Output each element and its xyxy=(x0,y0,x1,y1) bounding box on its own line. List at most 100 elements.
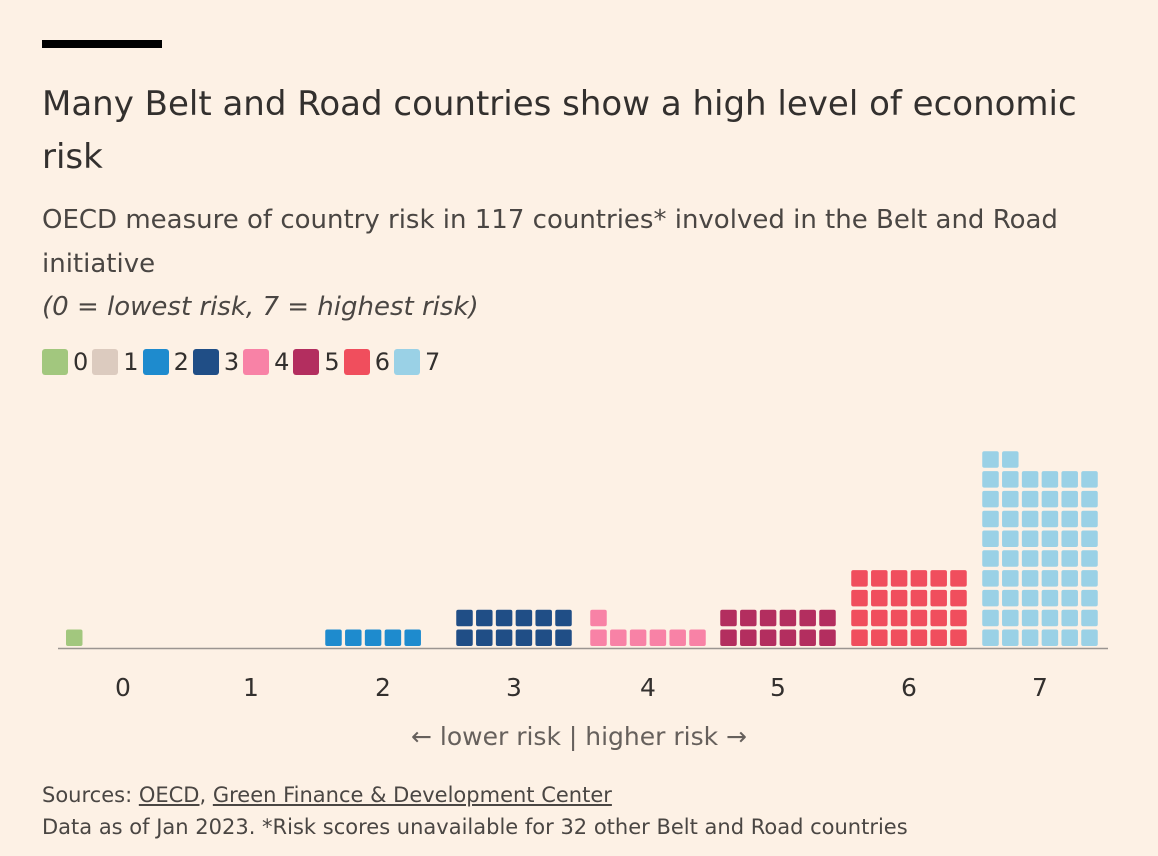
waffle-cell xyxy=(629,629,647,646)
legend-item-0: 0 xyxy=(42,348,88,376)
source-link-gfdc[interactable]: Green Finance & Development Center xyxy=(212,783,612,807)
axis-caption: ← lower risk | higher risk → xyxy=(411,722,747,751)
legend-label: 0 xyxy=(73,348,89,376)
waffle-cell xyxy=(1061,471,1078,488)
waffle-cell xyxy=(66,629,83,646)
waffle-cell xyxy=(950,570,967,587)
waffle-cell xyxy=(1061,490,1078,508)
waffle-cell xyxy=(515,629,533,646)
waffle-cell xyxy=(871,570,888,587)
waffle-cell xyxy=(1021,490,1039,508)
legend-swatch xyxy=(343,349,370,375)
waffle-cell xyxy=(910,570,928,587)
waffle-cell xyxy=(851,629,868,646)
chart-legend: 0 1 2 3 4 5 6 7 xyxy=(42,345,444,379)
waffle-cell xyxy=(476,609,493,627)
waffle-cell xyxy=(982,570,999,587)
waffle-cell xyxy=(799,609,816,627)
waffle-cell xyxy=(1002,570,1019,587)
waffle-cell xyxy=(871,609,888,627)
waffle-cell xyxy=(1021,570,1039,587)
legend-label: 6 xyxy=(374,348,390,376)
waffle-cell xyxy=(779,609,797,627)
waffle-cell xyxy=(851,570,868,587)
waffle-cell xyxy=(1081,629,1098,646)
waffle-cell xyxy=(1061,609,1078,627)
waffle-group-4 xyxy=(590,609,706,646)
waffle-cell xyxy=(1041,490,1059,508)
waffle-cell xyxy=(1021,629,1039,646)
waffle-cell xyxy=(476,629,493,646)
waffle-group-0 xyxy=(66,629,83,646)
legend-swatch xyxy=(243,349,270,375)
waffle-cell xyxy=(1081,570,1098,587)
waffle-cell xyxy=(759,629,777,646)
sources-line: Sources: OECD, Green Finance & Developme… xyxy=(42,779,908,811)
waffle-cell xyxy=(1061,550,1078,567)
waffle-cell xyxy=(759,609,777,627)
waffle-chart: 0 1 2 3 4 5 6 7 xyxy=(58,451,1108,702)
waffle-cell xyxy=(950,609,967,627)
waffle-cell xyxy=(1002,471,1019,488)
legend-item-3: 3 xyxy=(192,348,239,376)
waffle-cell xyxy=(779,629,797,646)
waffle-cell xyxy=(871,589,888,607)
waffle-cell xyxy=(1002,490,1019,508)
waffle-cell xyxy=(1041,589,1059,607)
x-tick-label: 5 xyxy=(770,673,786,702)
chart-subtitle: OECD measure of country risk in 117 coun… xyxy=(42,205,1058,279)
waffle-cell xyxy=(871,629,888,646)
waffle-cell xyxy=(1041,550,1059,567)
waffle-cell xyxy=(740,629,757,646)
legend-label: 2 xyxy=(173,348,189,376)
waffle-cell xyxy=(930,589,947,607)
waffle-cell xyxy=(1081,550,1098,567)
waffle-cell xyxy=(325,629,342,646)
legend-label: 4 xyxy=(274,348,290,376)
waffle-cell xyxy=(404,629,421,646)
waffle-cell xyxy=(590,629,607,646)
waffle-group-6 xyxy=(851,570,967,646)
waffle-cell xyxy=(1002,550,1019,567)
waffle-cell xyxy=(720,609,737,627)
waffle-cell xyxy=(1081,589,1098,607)
legend-swatch xyxy=(42,349,68,375)
waffle-cell xyxy=(649,629,667,646)
waffle-cell xyxy=(890,629,908,646)
waffle-cell xyxy=(1041,471,1059,488)
waffle-cell xyxy=(515,609,533,627)
waffle-cell xyxy=(982,490,999,508)
waffle-cell xyxy=(819,609,836,627)
waffle-cell xyxy=(1081,471,1098,488)
waffle-cell xyxy=(1041,530,1059,547)
waffle-cell xyxy=(1061,589,1078,607)
waffle-cell xyxy=(1021,530,1039,547)
legend-item-6: 6 xyxy=(343,348,390,376)
waffle-cell xyxy=(851,589,868,607)
waffle-cell xyxy=(910,609,928,627)
waffle-cell xyxy=(1061,530,1078,547)
source-link-oecd[interactable]: OECD xyxy=(138,783,200,807)
waffle-cell xyxy=(982,471,999,488)
waffle-group-7 xyxy=(982,451,1098,646)
waffle-cell xyxy=(1081,609,1098,627)
x-tick-label: 2 xyxy=(375,673,391,702)
waffle-cell xyxy=(495,629,513,646)
brand-bar xyxy=(42,40,162,48)
waffle-cell xyxy=(1002,609,1019,627)
waffle-cell xyxy=(1002,510,1019,528)
x-tick-label: 3 xyxy=(506,673,522,702)
waffle-cell xyxy=(1081,510,1098,528)
waffle-cell xyxy=(930,570,947,587)
waffle-cell xyxy=(890,589,908,607)
waffle-cell xyxy=(1041,629,1059,646)
waffle-cell xyxy=(535,609,552,627)
waffle-group-3 xyxy=(456,609,572,646)
legend-swatch xyxy=(142,349,169,375)
waffle-group-5 xyxy=(720,609,836,646)
waffle-cell xyxy=(1021,510,1039,528)
waffle-cell xyxy=(689,629,706,646)
waffle-cell xyxy=(1021,609,1039,627)
legend-label: 1 xyxy=(123,348,139,376)
legend-swatch xyxy=(293,349,320,375)
